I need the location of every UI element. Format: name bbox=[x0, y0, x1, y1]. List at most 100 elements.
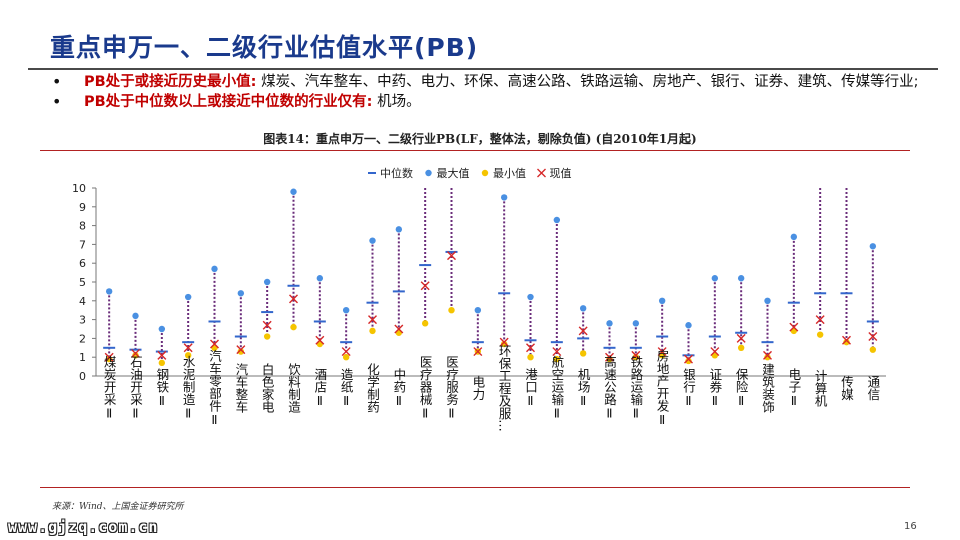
y-tick-label: 8 bbox=[79, 220, 86, 233]
x-category-label: 高速公路Ⅱ bbox=[602, 355, 617, 421]
current-mark bbox=[526, 343, 535, 353]
x-category-label: 钢铁Ⅱ bbox=[154, 368, 169, 408]
watermark: www.gjzq.com.cn bbox=[8, 518, 159, 536]
current-mark bbox=[131, 348, 140, 358]
bullet-list: • PB处于或接近历史最小值: 煤炭、汽车整车、中药、电力、环保、高速公路、铁路… bbox=[52, 72, 922, 112]
min-point bbox=[342, 354, 350, 361]
current-mark bbox=[763, 350, 772, 360]
x-category-label: 建筑装饰 bbox=[760, 363, 775, 413]
bullet-text: 机场。 bbox=[377, 94, 421, 110]
figure-top-rule bbox=[40, 150, 910, 151]
x-category-label: 计算机 bbox=[813, 369, 828, 407]
x-category-label: 饮料制造 bbox=[286, 363, 301, 413]
max-point bbox=[211, 265, 218, 273]
bullet-dot: • bbox=[52, 92, 62, 111]
min-point bbox=[421, 320, 429, 327]
max-point bbox=[474, 307, 482, 314]
max-point bbox=[553, 216, 561, 224]
x-category-label: 保险Ⅱ bbox=[734, 368, 749, 408]
current-mark bbox=[315, 335, 325, 345]
max-point bbox=[395, 226, 403, 233]
legend-dot-icon bbox=[425, 169, 432, 177]
current-mark bbox=[684, 354, 693, 364]
max-point bbox=[500, 194, 508, 201]
current-mark bbox=[368, 315, 377, 325]
bullet-item-1: • PB处于或接近历史最小值: 煤炭、汽车整车、中药、电力、环保、高速公路、铁路… bbox=[52, 72, 922, 92]
x-category-label: 房地产开发Ⅱ bbox=[655, 348, 670, 427]
max-point bbox=[764, 297, 771, 304]
current-mark bbox=[789, 322, 799, 332]
bullet-item-2: • PB处于中位数以上或接近中位数的行业仅有: 机场。 bbox=[52, 92, 922, 112]
min-point bbox=[184, 352, 192, 359]
max-point bbox=[527, 293, 534, 301]
x-category-label: 煤炭开采Ⅱ bbox=[102, 356, 117, 421]
x-category-label: 证券Ⅱ bbox=[707, 368, 722, 408]
max-point bbox=[790, 233, 798, 241]
legend-label: 最小值 bbox=[493, 167, 526, 180]
bullet-highlight: PB处于中位数以上或接近中位数的行业仅有: bbox=[84, 94, 373, 110]
bullet-text: 煤炭、汽车整车、中药、电力、环保、高速公路、铁路运输、房地产、银行、证券、建筑、… bbox=[261, 74, 919, 90]
min-point bbox=[105, 355, 113, 363]
min-point bbox=[290, 323, 297, 331]
min-point bbox=[237, 348, 245, 355]
min-point bbox=[737, 344, 745, 351]
current-mark bbox=[552, 347, 562, 357]
max-point bbox=[579, 305, 587, 312]
x-category-label: 电力 bbox=[470, 376, 485, 402]
current-mark bbox=[420, 281, 430, 291]
min-point bbox=[527, 354, 534, 361]
min-point bbox=[869, 346, 877, 353]
y-tick-label: 2 bbox=[79, 332, 86, 345]
bullet-highlight: PB处于或接近历史最小值: bbox=[84, 74, 257, 90]
max-point bbox=[316, 275, 324, 282]
legend-dot-icon bbox=[481, 169, 489, 177]
x-category-label: 造纸Ⅱ bbox=[339, 368, 354, 408]
current-mark bbox=[447, 251, 456, 261]
max-point bbox=[737, 275, 745, 282]
max-point bbox=[237, 290, 245, 297]
current-mark bbox=[842, 335, 851, 345]
x-category-label: 铁路运输Ⅱ bbox=[628, 356, 643, 421]
min-point bbox=[764, 354, 771, 361]
x-category-label: 酒店Ⅱ bbox=[312, 368, 327, 408]
current-mark bbox=[868, 332, 878, 342]
current-mark bbox=[104, 352, 114, 362]
legend-label: 最大值 bbox=[437, 166, 470, 180]
max-point bbox=[290, 188, 297, 195]
x-category-label: 水泥制造Ⅱ bbox=[181, 356, 196, 421]
min-point bbox=[132, 352, 139, 359]
x-category-label: 医疗器械Ⅱ bbox=[418, 356, 433, 421]
y-tick-label: 4 bbox=[79, 295, 86, 308]
figure-bottom-rule bbox=[40, 487, 910, 488]
current-mark bbox=[657, 347, 667, 357]
current-mark bbox=[289, 294, 298, 304]
page-title: 重点申万一、二级行业估值水平(PB) bbox=[50, 33, 479, 62]
x-category-label: 通信 bbox=[865, 376, 880, 402]
max-point bbox=[711, 275, 719, 282]
current-mark bbox=[394, 324, 404, 334]
x-category-label: 医疗服务Ⅱ bbox=[444, 356, 459, 421]
x-category-label: 电子Ⅱ bbox=[786, 368, 801, 408]
x-category-label: 银行Ⅱ bbox=[681, 368, 696, 408]
y-tick-label: 7 bbox=[79, 238, 86, 251]
figure-title: 图表14：重点申万一、二级行业PB(LF，整体法，剔除负值) (自2010年1月… bbox=[263, 132, 697, 146]
min-point bbox=[632, 354, 640, 361]
page-number: 16 bbox=[904, 521, 917, 532]
current-mark bbox=[605, 352, 614, 362]
current-mark bbox=[157, 350, 167, 360]
max-point bbox=[158, 325, 166, 333]
current-mark bbox=[262, 320, 272, 330]
current-mark bbox=[815, 315, 825, 325]
max-point bbox=[263, 278, 271, 286]
min-point bbox=[816, 331, 824, 338]
min-point bbox=[500, 340, 508, 348]
bullet-dot: • bbox=[52, 72, 62, 91]
max-point bbox=[632, 320, 640, 327]
current-mark bbox=[210, 339, 219, 349]
y-tick-label: 6 bbox=[79, 257, 86, 270]
max-point bbox=[658, 297, 666, 304]
min-point bbox=[843, 338, 850, 346]
y-tick-label: 0 bbox=[79, 370, 86, 383]
min-point bbox=[369, 327, 376, 335]
